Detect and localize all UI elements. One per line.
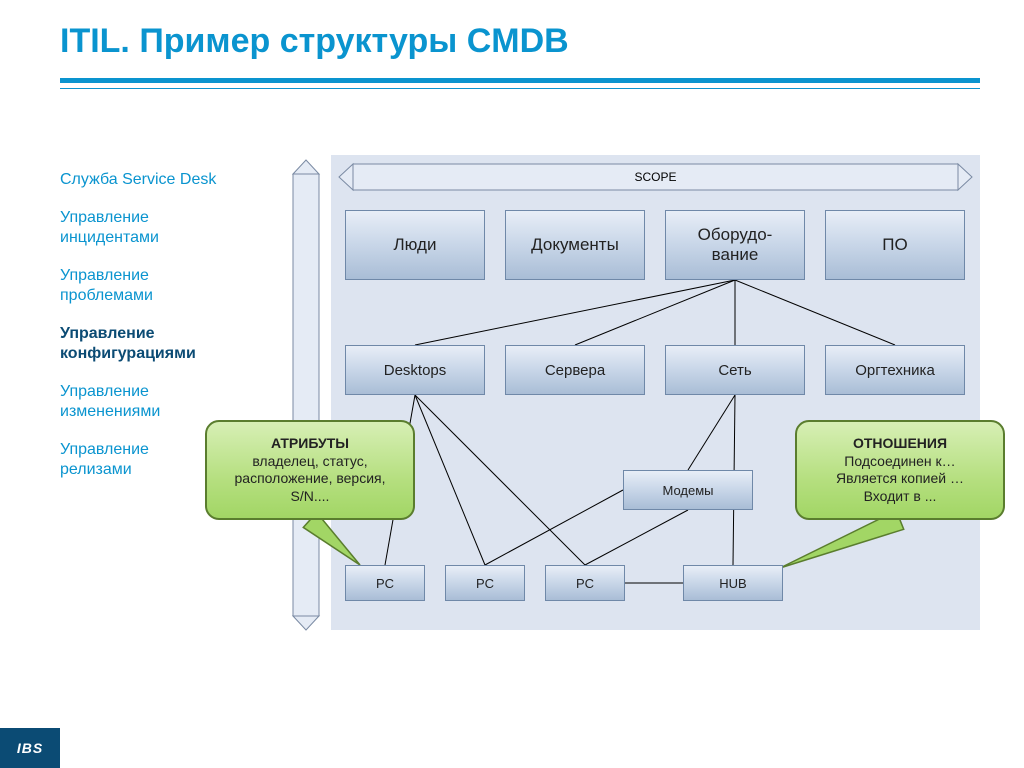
- edge-desktops-pc2: [415, 395, 485, 565]
- edge-equipment-desktops: [415, 280, 735, 345]
- callout-tail-attributes: [303, 513, 360, 565]
- callout-relations: ОТНОШЕНИЯПодсоединен к…Является копией ……: [795, 420, 1005, 520]
- callout-attributes: АТРИБУТЫвладелец, статус, расположение, …: [205, 420, 415, 520]
- sidebar-item-problems[interactable]: Управление проблемами: [60, 266, 220, 306]
- edge-modems-pc2: [485, 490, 623, 565]
- page-title: ITIL. Пример структуры CMDB: [60, 22, 569, 61]
- node-equipment: Оборудо-вание: [665, 210, 805, 280]
- edge-modems-pc3: [585, 510, 688, 565]
- scope-label: SCOPE: [634, 170, 676, 184]
- node-software: ПО: [825, 210, 965, 280]
- edge-desktops-pc3: [415, 395, 585, 565]
- node-network: Сеть: [665, 345, 805, 395]
- node-pc1: PC: [345, 565, 425, 601]
- node-servers: Сервера: [505, 345, 645, 395]
- sidebar-item-service-desk[interactable]: Служба Service Desk: [60, 170, 220, 190]
- logo-badge: IBS: [0, 728, 60, 768]
- node-pc2: PC: [445, 565, 525, 601]
- slide-root: ITIL. Пример структуры CMDB Служба Servi…: [0, 0, 1024, 768]
- node-pc3: PC: [545, 565, 625, 601]
- edge-equipment-servers: [575, 280, 735, 345]
- sidebar-item-configurations[interactable]: Управление конфигурациями: [60, 324, 220, 364]
- sidebar-nav: Служба Service Desk Управление инцидента…: [60, 170, 220, 498]
- node-desktops: Desktops: [345, 345, 485, 395]
- node-modems: Модемы: [623, 470, 753, 510]
- cmdb-diagram: SCOPE Люди Документы Оборудо-вание ПО Deskto…: [285, 150, 985, 680]
- logo-text: IBS: [17, 740, 43, 756]
- node-office_eq: Оргтехника: [825, 345, 965, 395]
- sidebar-item-changes[interactable]: Управление изменениями: [60, 382, 220, 422]
- sidebar-item-incidents[interactable]: Управление инцидентами: [60, 208, 220, 248]
- title-rule-thick: [60, 78, 980, 83]
- node-people: Люди: [345, 210, 485, 280]
- edge-network-modems: [688, 395, 735, 470]
- sidebar-item-releases[interactable]: Управление релизами: [60, 440, 220, 480]
- title-rule-thin: [60, 88, 980, 89]
- node-hub: HUB: [683, 565, 783, 601]
- edge-equipment-office_eq: [735, 280, 895, 345]
- node-documents: Документы: [505, 210, 645, 280]
